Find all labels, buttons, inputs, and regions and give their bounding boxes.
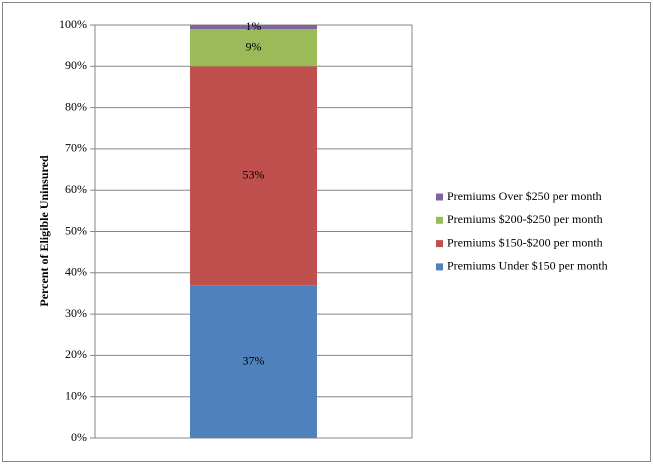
value-label: 1% — [246, 19, 262, 33]
y-tick-label: 100% — [59, 17, 87, 31]
bar-segment — [190, 285, 317, 438]
y-tick-label: 50% — [65, 223, 87, 237]
bar-segment — [190, 66, 317, 286]
bar-segment — [190, 29, 317, 67]
y-tick-label: 90% — [65, 58, 87, 72]
y-tick-label: 10% — [65, 388, 87, 402]
legend-marker — [436, 240, 443, 248]
y-tick-label: 40% — [65, 265, 87, 279]
y-axis-label: Percent of Eligible Uninsured — [37, 155, 51, 307]
value-label: 9% — [246, 39, 262, 53]
y-tick-label: 70% — [65, 141, 87, 155]
legend-marker — [436, 193, 443, 201]
y-tick-label: 0% — [71, 430, 87, 444]
y-tick-label: 30% — [65, 306, 87, 320]
legend-label: Premiums $200-$250 per month — [447, 212, 603, 226]
legend-marker — [436, 263, 443, 271]
legend-marker — [436, 216, 443, 224]
y-tick-label: 60% — [65, 182, 87, 196]
value-label: 53% — [243, 167, 265, 181]
y-tick-label: 80% — [65, 99, 87, 113]
value-label: 37% — [243, 353, 265, 367]
bar-segment — [190, 25, 317, 30]
legend-label: Premiums $150-$200 per month — [447, 235, 603, 249]
legend-label: Premiums Over $250 per month — [447, 189, 602, 203]
y-tick-label: 20% — [65, 347, 87, 361]
legend-label: Premiums Under $150 per month — [447, 259, 608, 273]
